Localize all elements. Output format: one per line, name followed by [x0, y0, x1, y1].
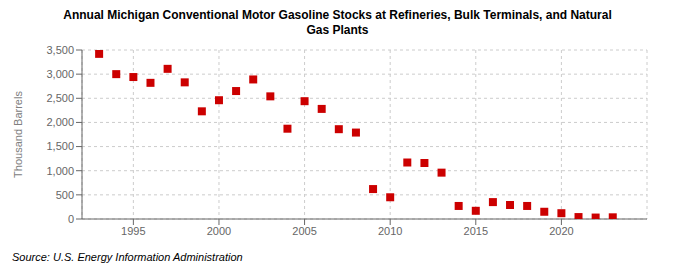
- html-text:Annual Michigan Conventional M: Annual Michigan Conventional Motor Gasol…: [63, 8, 612, 22]
- svg-text:2,000: 2,000: [46, 116, 74, 128]
- svg-text:500: 500: [56, 189, 74, 201]
- svg-text:1,500: 1,500: [46, 140, 74, 152]
- svg-text:2015: 2015: [464, 225, 488, 237]
- svg-text:3,500: 3,500: [46, 44, 74, 56]
- html-text:Source: U.S. Energy Informatio: Source: U.S. Energy Information Administ…: [12, 251, 243, 263]
- svg-text:1995: 1995: [121, 225, 145, 237]
- svg-text:2,500: 2,500: [46, 92, 74, 104]
- svg-text:0: 0: [68, 213, 74, 225]
- svg-text:Thousand Barrels: Thousand Barrels: [12, 91, 24, 178]
- svg-text:2020: 2020: [549, 225, 573, 237]
- html-text:Gas Plants: Gas Plants: [306, 23, 369, 37]
- svg-text:2000: 2000: [207, 225, 231, 237]
- svg-text:1,000: 1,000: [46, 165, 74, 177]
- svg-text:3,000: 3,000: [46, 68, 74, 80]
- svg-text:2005: 2005: [292, 225, 316, 237]
- svg-text:2010: 2010: [378, 225, 402, 237]
